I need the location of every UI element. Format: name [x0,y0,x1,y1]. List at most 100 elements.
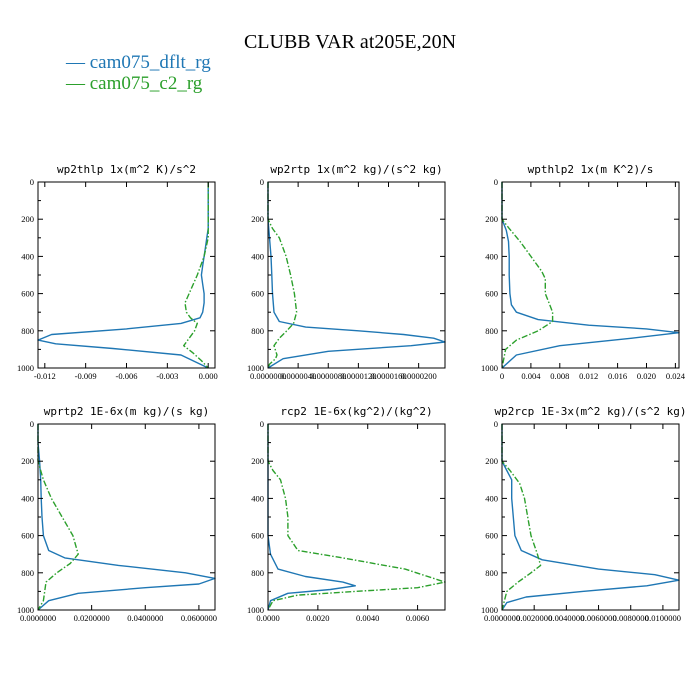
plot-frame [267,181,446,369]
y-tick-label: 600 [21,531,34,541]
series-line-c2 [501,424,542,611]
y-tick-label: 800 [485,326,498,336]
x-tick-label: -0.012 [34,371,56,381]
plot-frame [37,423,216,611]
y-tick-label: 0 [494,177,498,187]
y-tick-label: 200 [251,214,264,224]
x-tick-label: 0.0000120 [340,371,376,381]
x-tick-label: 0.0000200 [401,371,437,381]
x-tick-label: 0.0400000 [127,613,163,623]
panel-5: rcp2 1E-6x(kg^2)/(kg^2) 0 200 400 600 800 1000… [247,405,446,623]
x-tick-label: 0.0000080 [310,371,346,381]
x-tick-label: 0.0060000 [580,613,616,623]
legend-entry-dflt: — cam075_dflt_rg [65,52,211,73]
x-tick-label: 0.0020000 [516,613,552,623]
y-tick-label: 600 [485,531,498,541]
y-tick-label: 200 [21,456,34,466]
y-tick-label: 0 [260,177,264,187]
y-tick-label: 0 [30,419,34,429]
y-tick-label: 400 [251,493,264,503]
plot-frame [501,181,680,369]
y-tick-label: 0 [494,419,498,429]
x-tick-label: 0.004 [521,371,541,381]
x-tick-label: 0.0000000 [484,613,520,623]
series-line-c2 [182,182,209,369]
x-tick-label: 0.008 [550,371,569,381]
x-tick-label: 0.0000000 [20,613,56,623]
x-tick-label: 0.0020 [306,613,329,623]
y-tick-label: 200 [485,214,498,224]
panel-title: wp2rcp 1E-3x(m^2 kg)/(s^2 kg) [494,405,686,418]
x-tick-label: 0 [500,371,504,381]
x-tick-label: 0.0000 [256,613,279,623]
x-tick-label: 0.0600000 [181,613,217,623]
x-tick-label: 0.016 [608,371,627,381]
y-tick-label: 0 [30,177,34,187]
y-tick-label: 400 [251,251,264,261]
y-tick-label: 1000 [17,363,34,373]
panels: wp2thlp 1x(m^2 K)/s^202004006008001000-0… [17,163,687,623]
plot-frame [501,423,680,611]
y-tick-label: 1000 [247,363,264,373]
legend-entry-c2: — cam075_c2_rg [65,73,203,94]
panel-title: wp2rtp 1x(m^2 kg)/(s^2 kg) [270,163,442,176]
series-line-dflt [501,424,680,611]
y-tick-label: 1000 [481,363,498,373]
panel-title: wprtp2 1E-6x(m kg)/(s kg) [44,405,210,418]
series-line-c2 [267,182,298,369]
y-tick-label: 1000 [481,605,498,615]
y-tick-label: 400 [21,251,34,261]
y-tick-label: 800 [21,326,34,336]
panel-4: wprtp2 1E-6x(m kg)/(s kg) 0 200 400 600 800 10… [17,405,217,623]
y-tick-label: 800 [251,568,264,578]
y-tick-label: 0 [260,419,264,429]
series-line-c2 [267,424,446,611]
x-tick-label: 0.0040000 [548,613,584,623]
y-tick-label: 600 [21,289,34,299]
x-tick-label: 0.020 [637,371,656,381]
legend-label-c2: cam075_c2_rg [90,73,203,94]
plot-frame [267,423,446,611]
panel-title: rcp2 1E-6x(kg^2)/(kg^2) [280,405,432,418]
legend-label-dflt: cam075_dflt_rg [90,52,212,73]
x-tick-label: -0.009 [75,371,97,381]
x-tick-label: -0.006 [116,371,138,381]
x-tick-label: 0.0040 [356,613,379,623]
x-tick-label: 0.024 [666,371,686,381]
y-tick-label: 800 [21,568,34,578]
x-tick-label: 0.012 [579,371,598,381]
series-line-dflt [267,424,356,611]
x-tick-label: 0.0060 [406,613,429,623]
y-tick-label: 400 [21,493,34,503]
series-line-dflt [501,182,680,369]
panel-title: wp2thlp 1x(m^2 K)/s^2 [57,163,196,176]
series-line-c2 [501,182,554,369]
panel-1: wp2thlp 1x(m^2 K)/s^202004006008001000-0… [17,163,218,381]
x-tick-label: -0.003 [156,371,178,381]
x-tick-label: 0.0000160 [370,371,406,381]
y-tick-label: 1000 [17,605,34,615]
chart-title: CLUBB VAR at205E,20N [244,31,456,53]
series-line-dflt [37,424,216,611]
series-line-dflt [37,182,209,369]
legend: — cam075_dflt_rg — cam075_c2_rg [65,52,211,94]
x-tick-label: 0.0000040 [280,371,316,381]
y-tick-label: 800 [251,326,264,336]
panel-2: wp2rtp 1x(m^2 kg)/(s^2 kg) 0 200 400 600 800 1… [247,163,446,381]
y-tick-label: 200 [251,456,264,466]
x-tick-label: 0.000 [199,371,218,381]
x-tick-label: 0.0200000 [74,613,110,623]
y-tick-label: 400 [485,493,498,503]
x-tick-label: 0.0100000 [645,613,681,623]
y-tick-label: 600 [485,289,498,299]
x-tick-label: 0.0000000 [250,371,286,381]
y-tick-label: 200 [485,456,498,466]
series-line-c2 [37,424,79,611]
y-tick-label: 800 [485,568,498,578]
y-tick-label: 1000 [247,605,264,615]
panel-title: wpthlp2 1x(m K^2)/s [528,163,654,176]
y-tick-label: 200 [21,214,34,224]
x-tick-label: 0.0080000 [613,613,649,623]
